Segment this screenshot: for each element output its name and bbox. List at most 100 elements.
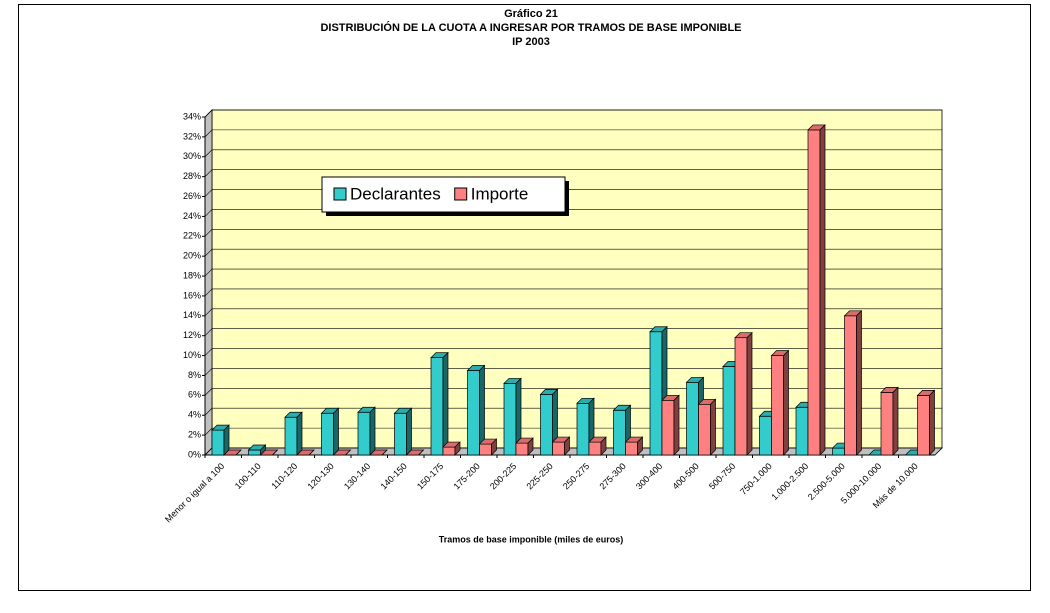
bar-side bbox=[442, 351, 449, 456]
bar-front bbox=[430, 357, 444, 456]
grid-line bbox=[204, 228, 942, 237]
bar-front bbox=[442, 446, 456, 456]
x-tick-label: 750-1.000 bbox=[738, 461, 774, 497]
bar-front bbox=[540, 394, 553, 456]
legend-label: Importe bbox=[471, 184, 529, 203]
bar-side bbox=[783, 349, 789, 456]
bar-side bbox=[746, 331, 753, 456]
x-tick-label: 275-300 bbox=[597, 461, 627, 491]
bar-front bbox=[661, 399, 675, 456]
x-tick-label: 200-225 bbox=[488, 461, 518, 491]
bar-side bbox=[491, 438, 497, 456]
grid-line bbox=[204, 149, 942, 157]
bar-front bbox=[917, 395, 930, 456]
bar-side bbox=[892, 386, 899, 456]
bar-front bbox=[649, 331, 663, 456]
bar-side bbox=[369, 406, 376, 456]
grid-line bbox=[204, 248, 942, 257]
y-tick-label: 2% bbox=[188, 429, 201, 439]
bar-side bbox=[564, 436, 570, 456]
bar-front bbox=[552, 441, 565, 456]
bar-front bbox=[503, 383, 517, 456]
bar-front bbox=[880, 392, 894, 456]
bar-side bbox=[381, 449, 388, 456]
x-tick-label: 300-400 bbox=[634, 461, 664, 491]
y-tick-label: 12% bbox=[183, 330, 201, 340]
bar-side bbox=[345, 449, 351, 456]
chart-frame bbox=[18, 4, 1031, 591]
bar-front bbox=[686, 382, 699, 456]
y-tick-label: 4% bbox=[188, 410, 201, 420]
bar-front bbox=[844, 315, 857, 456]
grid-line bbox=[204, 109, 942, 118]
bar-side bbox=[454, 441, 461, 456]
x-tick-label: 140-150 bbox=[378, 461, 408, 491]
chart-title: Gráfico 21 bbox=[504, 8, 558, 20]
grid-line bbox=[204, 189, 942, 197]
x-tick-label: 500-750 bbox=[707, 461, 737, 491]
grid-line bbox=[204, 268, 942, 277]
x-tick-label: 120-130 bbox=[305, 461, 335, 491]
bar-side bbox=[600, 436, 607, 456]
grid-line bbox=[204, 348, 942, 356]
bar-side bbox=[929, 389, 935, 456]
plot-floor bbox=[204, 447, 943, 456]
bar-side bbox=[527, 437, 534, 456]
x-tick-label: 1.000-2.500 bbox=[769, 461, 810, 502]
bar-side bbox=[308, 449, 315, 456]
bar-front bbox=[734, 337, 748, 456]
legend-label: Declarantes bbox=[350, 184, 441, 203]
y-tick-label: 22% bbox=[183, 231, 201, 241]
bar-front bbox=[576, 402, 590, 456]
y-tick-label: 16% bbox=[183, 290, 201, 300]
y-tick-label: 28% bbox=[183, 171, 201, 181]
bar-side bbox=[819, 124, 826, 456]
plot-wall bbox=[211, 109, 943, 449]
legend bbox=[321, 176, 566, 213]
bar-front bbox=[479, 443, 492, 456]
y-tick-label: 34% bbox=[183, 111, 201, 121]
grid-line bbox=[204, 308, 942, 317]
bar-side bbox=[710, 398, 716, 456]
grid-line bbox=[204, 328, 942, 336]
x-tick-label: 400-500 bbox=[670, 461, 700, 491]
bar-side bbox=[856, 309, 862, 456]
x-tick-label: 130-140 bbox=[342, 461, 372, 491]
bar-front bbox=[321, 412, 334, 456]
x-tick-label: 225-250 bbox=[524, 461, 554, 491]
bar-front bbox=[588, 441, 602, 456]
bar-front bbox=[722, 366, 736, 456]
y-tick-label: 14% bbox=[183, 310, 201, 320]
bar-front bbox=[795, 406, 809, 456]
bar-front bbox=[284, 416, 298, 456]
bar-side bbox=[272, 449, 278, 456]
x-axis-title: Tramos de base imponible (miles de euros… bbox=[439, 534, 624, 544]
bar-front bbox=[467, 370, 480, 456]
y-tick-label: 18% bbox=[183, 270, 201, 280]
bar-front bbox=[625, 441, 638, 456]
y-tick-label: 8% bbox=[188, 370, 201, 380]
bar-side bbox=[333, 407, 339, 456]
bar-front bbox=[613, 409, 626, 456]
y-tick-label: 32% bbox=[183, 131, 201, 141]
grid-line bbox=[204, 129, 942, 138]
bar-front bbox=[807, 129, 821, 456]
chart-title: IP 2003 bbox=[512, 36, 550, 48]
y-tick-label: 20% bbox=[183, 251, 201, 261]
x-tick-label: Menor o igual a 100 bbox=[163, 461, 226, 524]
bar-front bbox=[515, 442, 529, 456]
chart-title: DISTRIBUCIÓN DE LA CUOTA A INGRESAR POR … bbox=[320, 21, 741, 34]
grid-line bbox=[204, 209, 942, 217]
grid-line bbox=[204, 169, 942, 177]
y-tick-label: 0% bbox=[188, 449, 201, 459]
bar-side bbox=[418, 449, 424, 456]
x-tick-label: 250-275 bbox=[561, 461, 591, 491]
x-tick-label: 175-200 bbox=[451, 461, 481, 491]
bar-front bbox=[771, 355, 784, 456]
bar-front bbox=[211, 429, 225, 456]
bar-front bbox=[759, 415, 772, 456]
legend-swatch bbox=[454, 187, 468, 201]
bar-side bbox=[296, 411, 303, 456]
